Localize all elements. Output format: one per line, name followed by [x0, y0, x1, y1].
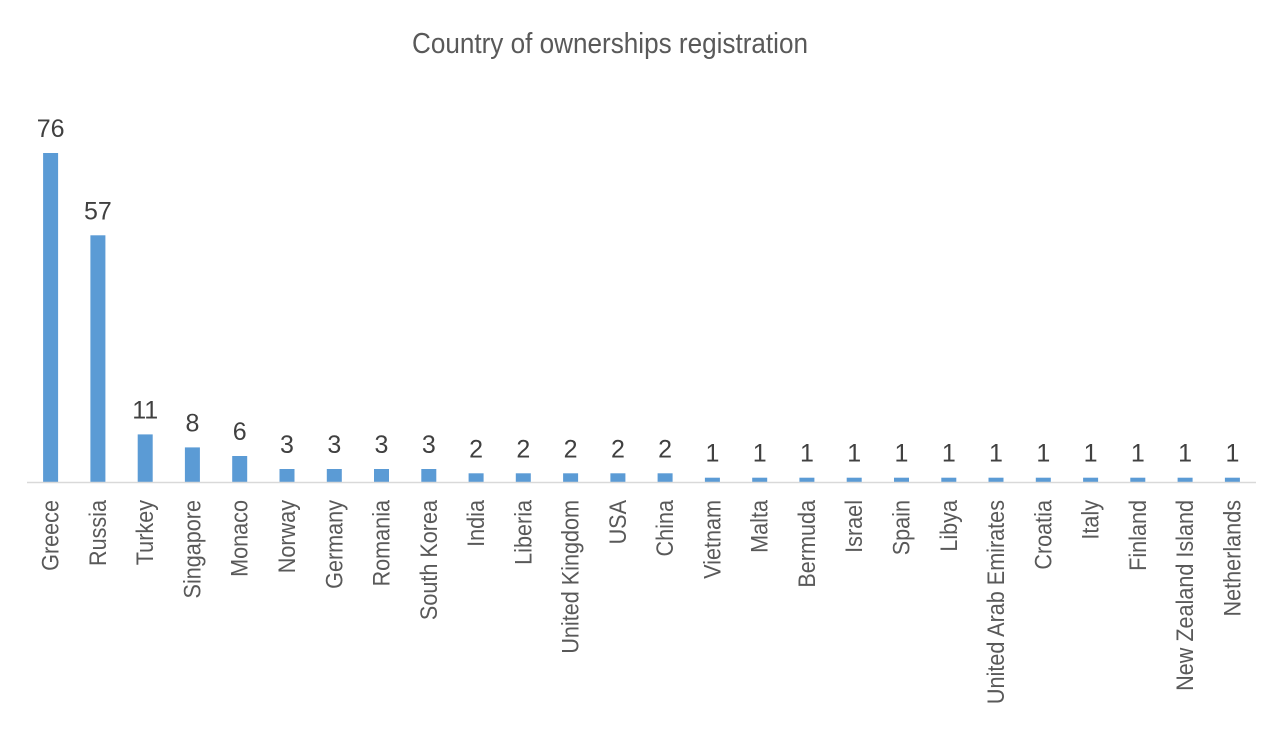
- bar-italy: [1083, 477, 1099, 482]
- bar-south-korea: [421, 469, 437, 482]
- x-tick-label-croatia: Croatia: [1029, 500, 1056, 570]
- bar-israel: [846, 477, 862, 482]
- data-label-usa: 2: [611, 435, 625, 463]
- bar-finland: [1130, 477, 1146, 482]
- data-label-liberia: 2: [516, 435, 530, 463]
- data-label-india: 2: [469, 435, 483, 463]
- bar-romania: [374, 469, 389, 482]
- data-label-bermuda: 1: [800, 440, 814, 468]
- x-tick-label-germany: Germany: [320, 499, 347, 588]
- bar-norway: [279, 469, 295, 482]
- x-tick-label-vietnam: Vietnam: [698, 500, 725, 579]
- data-label-italy: 1: [1084, 440, 1098, 468]
- data-label-spain: 1: [895, 440, 909, 468]
- data-label-romania: 3: [375, 431, 389, 459]
- bar-libya: [941, 477, 957, 482]
- data-label-china: 2: [658, 435, 672, 463]
- bar-united-kingdom: [563, 473, 579, 482]
- x-tick-label-italy: Italy: [1077, 499, 1104, 539]
- x-tick-label-netherlands: Netherlands: [1218, 500, 1245, 616]
- bar-bermuda: [799, 477, 815, 482]
- bar-india: [468, 473, 484, 482]
- bar-turkey: [137, 434, 153, 482]
- x-tick-label-malta: Malta: [746, 500, 773, 553]
- bar-vietnam: [704, 477, 720, 482]
- data-label-israel: 1: [847, 440, 861, 468]
- x-tick-label-united-kingdom: United Kingdom: [557, 500, 584, 654]
- x-tick-label-spain: Spain: [887, 500, 914, 555]
- x-tick-label-monaco: Monaco: [226, 500, 253, 577]
- x-tick-label-norway: Norway: [273, 499, 300, 573]
- x-tick-label-turkey: Turkey: [131, 499, 158, 565]
- bar-germany: [326, 469, 342, 482]
- bar-china: [657, 473, 673, 482]
- x-tick-label-usa: USA: [604, 499, 631, 544]
- bar-russia: [90, 235, 106, 482]
- data-label-libya: 1: [942, 440, 956, 468]
- x-tick-label-india: India: [462, 500, 489, 547]
- bar-usa: [610, 473, 626, 482]
- bar-singapore: [184, 447, 200, 482]
- x-tick-label-finland: Finland: [1124, 500, 1151, 571]
- data-label-netherlands: 1: [1225, 440, 1239, 468]
- x-tick-label-bermuda: Bermuda: [793, 500, 820, 588]
- x-tick-label-singapore: Singapore: [178, 500, 205, 598]
- data-label-malta: 1: [753, 440, 767, 468]
- data-label-croatia: 1: [1036, 440, 1050, 468]
- bar-malta: [752, 477, 768, 482]
- x-tick-label-israel: Israel: [840, 500, 867, 553]
- x-tick-label-south-korea: South Korea: [415, 500, 442, 620]
- x-tick-label-greece: Greece: [37, 500, 64, 571]
- data-label-germany: 3: [327, 431, 341, 459]
- data-label-monaco: 6: [233, 418, 247, 446]
- data-label-russia: 57: [84, 197, 112, 225]
- data-label-greece: 76: [37, 115, 65, 143]
- x-tick-label-new-zealand-island: New Zealand Island: [1171, 500, 1198, 691]
- data-label-vietnam: 1: [705, 440, 719, 468]
- bar-monaco: [232, 456, 248, 482]
- x-tick-labels-group: Greece Russia Turkey Singapore Monaco Norway G…: [37, 499, 1246, 704]
- bar-netherlands: [1224, 477, 1240, 482]
- bar-greece: [43, 153, 59, 482]
- chart-title: Country of ownerships registration: [411, 28, 809, 60]
- x-tick-label-libya: Libya: [935, 500, 962, 552]
- x-tick-label-russia: Russia: [84, 500, 111, 566]
- x-tick-label-romania: Romania: [367, 500, 394, 587]
- bar-new-zealand-island: [1177, 477, 1193, 482]
- data-label-turkey: 11: [132, 396, 158, 424]
- data-label-singapore: 8: [185, 409, 199, 437]
- x-tick-label-united-arab-emirates: United Arab Emirates: [982, 500, 1009, 704]
- bars-group: [43, 153, 1240, 482]
- data-label-united-arab-emirates: 1: [989, 440, 1003, 468]
- data-label-norway: 3: [280, 431, 294, 459]
- bar-united-arab-emirates: [988, 477, 1004, 482]
- bar-liberia: [515, 473, 531, 482]
- bar-spain: [894, 477, 909, 482]
- x-tick-label-china: China: [651, 500, 678, 557]
- x-tick-label-liberia: Liberia: [509, 500, 536, 565]
- bar-croatia: [1035, 477, 1051, 482]
- data-label-united-kingdom: 2: [564, 435, 578, 463]
- data-label-new-zealand-island: 1: [1178, 440, 1192, 468]
- data-label-finland: 1: [1131, 440, 1145, 468]
- data-label-south-korea: 3: [422, 431, 436, 459]
